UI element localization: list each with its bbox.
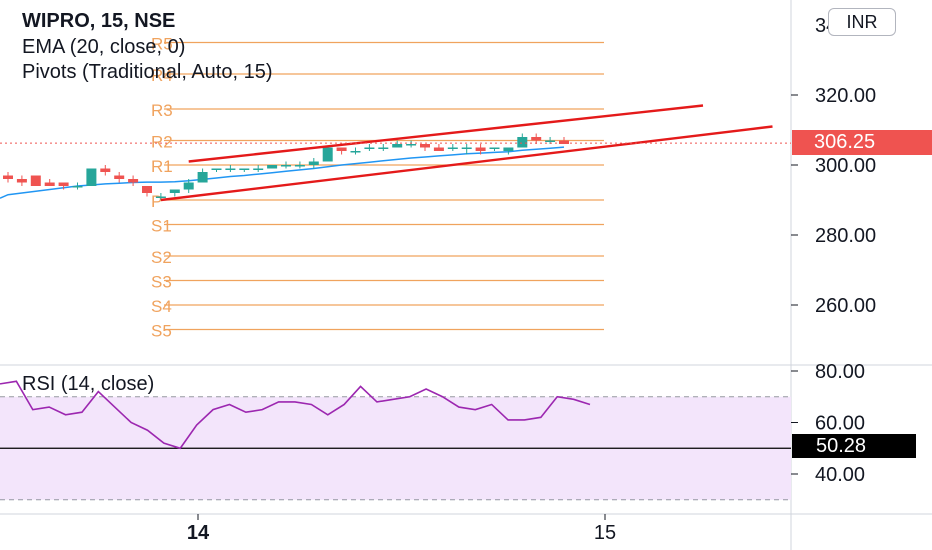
- pivot-label: R1: [151, 157, 173, 176]
- price-tick-label: 300.00: [815, 155, 876, 177]
- candle-body: [447, 147, 458, 149]
- candle-body: [114, 175, 125, 179]
- candle-body: [433, 147, 444, 151]
- candle-body: [86, 168, 97, 186]
- candle-body: [378, 147, 389, 149]
- candle-body: [281, 165, 291, 167]
- candle-body: [30, 175, 41, 186]
- candle-body: [559, 140, 569, 144]
- ema-path: [0, 146, 565, 199]
- candle-body: [128, 179, 139, 183]
- candle-body: [475, 147, 486, 151]
- candle-body: [239, 168, 250, 170]
- pivot-label: S5: [151, 322, 172, 341]
- time-tick-label: 14: [187, 522, 210, 544]
- candlesticks: [3, 133, 569, 200]
- current-price-badge: 306.25: [792, 130, 932, 155]
- pivot-labels: R5 R4 R3 R2 R1 P S1 S2 S3 S4 S5: [151, 35, 173, 341]
- candle-body: [517, 137, 528, 148]
- rsi-tick-label: 40.00: [815, 464, 865, 486]
- pivot-label: R5: [151, 35, 173, 54]
- pivot-label: P: [151, 192, 162, 211]
- axes: 320.00300.00280.00260.00340.0080.0060.00…: [187, 15, 876, 544]
- candle-body: [531, 137, 542, 141]
- candle-body: [461, 147, 472, 149]
- candle-body: [420, 144, 430, 148]
- candle-body: [211, 168, 222, 170]
- candle-body: [545, 140, 556, 142]
- candle-body: [155, 196, 166, 198]
- pivot-label: S3: [151, 273, 172, 292]
- candle-body: [336, 147, 347, 151]
- candle-body: [364, 147, 375, 149]
- trend-lines: [160, 104, 773, 202]
- price-tick-label: 320.00: [815, 85, 876, 107]
- candle-body: [169, 189, 180, 193]
- currency-button[interactable]: INR: [828, 8, 896, 36]
- rsi-tick-label: 80.00: [815, 361, 865, 383]
- candle-body: [267, 165, 278, 169]
- rsi-line: [0, 380, 591, 450]
- candle-body: [322, 147, 333, 162]
- rsi-band: [0, 396, 791, 501]
- candle-body: [72, 186, 83, 188]
- ema-legend[interactable]: EMA (20, close, 0): [22, 36, 186, 58]
- rsi-legend[interactable]: RSI (14, close): [22, 373, 155, 395]
- rsi-value-badge: 50.28: [792, 434, 916, 458]
- symbol-title: WIPRO, 15, NSE: [22, 10, 176, 32]
- candle-body: [253, 168, 264, 170]
- candle-body: [16, 179, 27, 183]
- price-tick-label: 260.00: [815, 295, 876, 317]
- candle-body: [308, 161, 319, 165]
- candle-body: [58, 182, 69, 186]
- pivot-label: R4: [151, 66, 173, 85]
- candle-body: [294, 165, 305, 167]
- pivot-label: S1: [151, 217, 172, 236]
- candle-body: [225, 168, 236, 170]
- candle-body: [3, 175, 13, 179]
- pivot-lines: [164, 41, 604, 331]
- candle-body: [406, 144, 417, 146]
- candle-body: [350, 151, 361, 153]
- time-tick-label: 15: [594, 522, 616, 544]
- rsi-path: [0, 380, 591, 450]
- trend-line: [188, 104, 704, 163]
- ema-line: [0, 146, 565, 199]
- pivot-label: R2: [151, 133, 173, 152]
- candle-body: [100, 168, 111, 172]
- candle-body: [503, 147, 514, 151]
- rsi-tick-label: 60.00: [815, 413, 865, 435]
- candle-body: [392, 144, 403, 148]
- price-tick-label: 280.00: [815, 225, 876, 247]
- trend-line: [160, 125, 773, 202]
- candle-body: [142, 186, 152, 193]
- pivot-label: S4: [151, 297, 172, 316]
- candle-body: [489, 147, 500, 149]
- candle-body: [197, 172, 208, 183]
- pivots-legend[interactable]: Pivots (Traditional, Auto, 15): [22, 61, 273, 83]
- candle-body: [44, 182, 55, 186]
- candle-body: [183, 182, 194, 190]
- pivot-label: S2: [151, 248, 172, 267]
- pivot-label: R3: [151, 101, 173, 120]
